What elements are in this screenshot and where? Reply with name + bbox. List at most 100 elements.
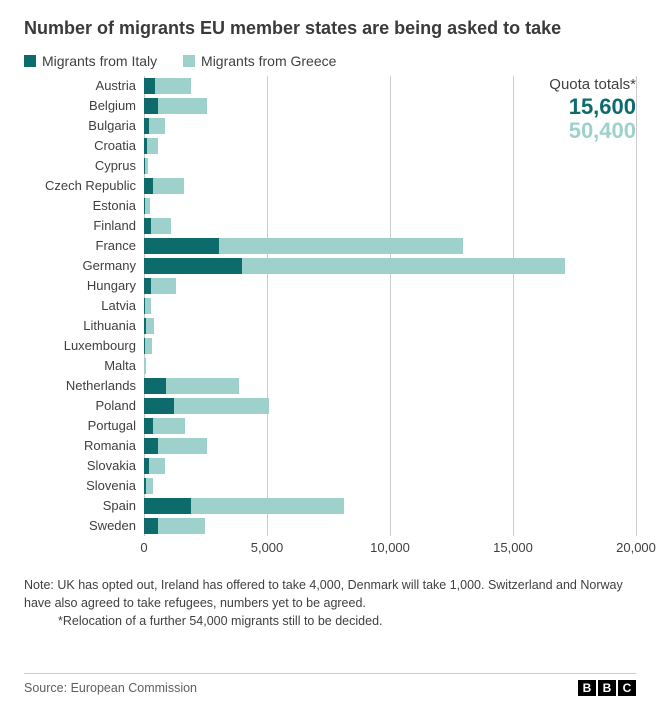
- gridline: [636, 76, 637, 536]
- bar-segment-greece: [153, 178, 184, 194]
- bar-segment-greece: [174, 398, 270, 414]
- bar-row: [144, 156, 636, 176]
- category-label: Luxembourg: [24, 336, 144, 356]
- source: Source: European Commission: [24, 681, 197, 695]
- category-label: Portugal: [24, 416, 144, 436]
- category-label: Sweden: [24, 516, 144, 536]
- plot-area: [144, 76, 636, 536]
- bar-row: [144, 396, 636, 416]
- bar-segment-greece: [158, 438, 207, 454]
- bar-segment-greece: [242, 258, 564, 274]
- chart-area: Quota totals* 15,600 50,400 AustriaBelgi…: [24, 76, 636, 576]
- category-label: Slovenia: [24, 476, 144, 496]
- bar-segment-italy: [144, 378, 166, 394]
- bar-segment-italy: [144, 418, 153, 434]
- bbc-logo-c: C: [618, 680, 636, 696]
- category-label: Germany: [24, 256, 144, 276]
- footer: Source: European Commission B B C: [24, 673, 636, 696]
- bar-row: [144, 256, 636, 276]
- bar-segment-greece: [151, 278, 176, 294]
- bar-row: [144, 96, 636, 116]
- chart-container: Number of migrants EU member states are …: [0, 0, 660, 708]
- x-tick-label: 15,000: [493, 540, 533, 555]
- category-label: Latvia: [24, 296, 144, 316]
- note-line-2: *Relocation of a further 54,000 migrants…: [24, 612, 636, 630]
- bar-segment-greece: [145, 158, 148, 174]
- bar-row: [144, 276, 636, 296]
- legend-label-italy: Migrants from Italy: [42, 53, 157, 69]
- x-tick-label: 10,000: [370, 540, 410, 555]
- bar-segment-greece: [147, 138, 158, 154]
- bar-row: [144, 496, 636, 516]
- category-label: Austria: [24, 76, 144, 96]
- bar-segment-greece: [158, 518, 205, 534]
- bar-segment-italy: [144, 398, 174, 414]
- bar-segment-greece: [219, 238, 463, 254]
- legend-swatch-italy: [24, 55, 36, 67]
- bar-segment-italy: [144, 238, 219, 254]
- category-label: Cyprus: [24, 156, 144, 176]
- bar-segment-greece: [146, 478, 153, 494]
- x-tick-label: 5,000: [251, 540, 284, 555]
- notes: Note: UK has opted out, Ireland has offe…: [24, 576, 636, 630]
- source-text: European Commission: [71, 681, 197, 695]
- bar-segment-greece: [166, 378, 239, 394]
- bar-segment-italy: [144, 278, 151, 294]
- bar-segment-greece: [145, 198, 150, 214]
- bar-row: [144, 336, 636, 356]
- bar-row: [144, 416, 636, 436]
- category-label: Lithuania: [24, 316, 144, 336]
- category-label: Finland: [24, 216, 144, 236]
- chart-title: Number of migrants EU member states are …: [24, 18, 636, 39]
- bar-segment-italy: [144, 178, 153, 194]
- bar-row: [144, 116, 636, 136]
- bar-row: [144, 476, 636, 496]
- bar-row: [144, 356, 636, 376]
- note-line-1: UK has opted out, Ireland has offered to…: [24, 578, 623, 610]
- bar-row: [144, 376, 636, 396]
- category-label: Czech Republic: [24, 176, 144, 196]
- category-label: Poland: [24, 396, 144, 416]
- bar-segment-greece: [151, 218, 171, 234]
- category-label: Netherlands: [24, 376, 144, 396]
- bar-segment-italy: [144, 258, 242, 274]
- bbc-logo-b1: B: [578, 680, 596, 696]
- bar-segment-italy: [144, 498, 191, 514]
- bar-row: [144, 176, 636, 196]
- bar-row: [144, 516, 636, 536]
- legend-swatch-greece: [183, 55, 195, 67]
- category-label: Slovakia: [24, 456, 144, 476]
- bar-segment-greece: [145, 338, 151, 354]
- bar-segment-greece: [153, 418, 185, 434]
- bar-row: [144, 316, 636, 336]
- category-label: Belgium: [24, 96, 144, 116]
- category-label: Hungary: [24, 276, 144, 296]
- bar-segment-greece: [146, 318, 154, 334]
- legend: Migrants from Italy Migrants from Greece: [24, 53, 636, 70]
- legend-label-greece: Migrants from Greece: [201, 53, 336, 69]
- category-label: Spain: [24, 496, 144, 516]
- bar-row: [144, 136, 636, 156]
- x-tick-label: 0: [140, 540, 147, 555]
- bbc-logo-b2: B: [598, 680, 616, 696]
- bar-segment-italy: [144, 98, 158, 114]
- bar-segment-greece: [144, 358, 146, 374]
- bar-segment-italy: [144, 218, 151, 234]
- category-label: Romania: [24, 436, 144, 456]
- category-label: France: [24, 236, 144, 256]
- bar-row: [144, 456, 636, 476]
- bar-row: [144, 216, 636, 236]
- bar-segment-greece: [149, 118, 165, 134]
- legend-item-italy: Migrants from Italy: [24, 53, 157, 69]
- x-tick-label: 20,000: [616, 540, 656, 555]
- x-axis: 05,00010,00015,00020,000: [144, 536, 636, 566]
- category-label: Malta: [24, 356, 144, 376]
- legend-item-greece: Migrants from Greece: [183, 53, 336, 69]
- bar-row: [144, 236, 636, 256]
- bar-segment-greece: [191, 498, 345, 514]
- category-label: Croatia: [24, 136, 144, 156]
- source-prefix: Source:: [24, 681, 71, 695]
- bar-segment-greece: [158, 98, 207, 114]
- bar-row: [144, 196, 636, 216]
- category-label: Bulgaria: [24, 116, 144, 136]
